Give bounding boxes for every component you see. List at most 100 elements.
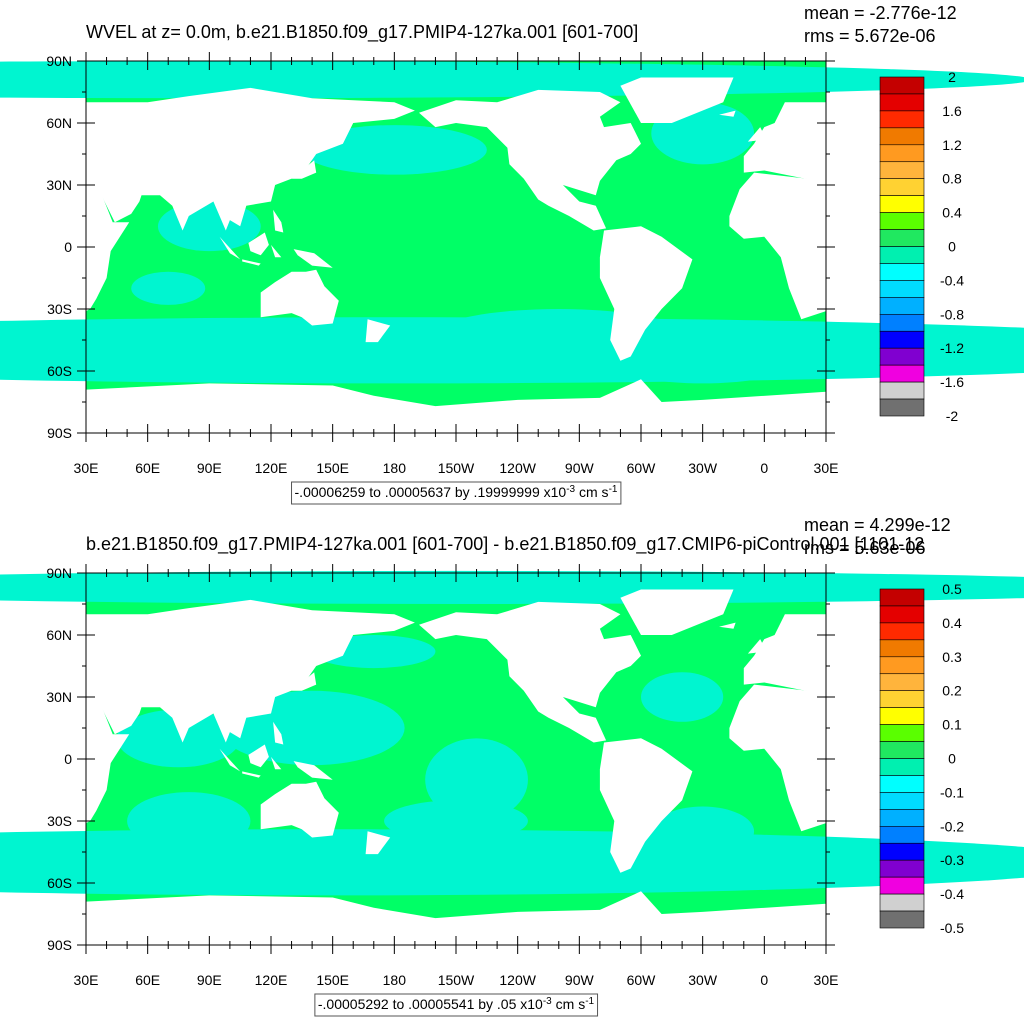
colorbar-label: 2 <box>948 69 956 85</box>
map <box>0 564 1024 954</box>
colorbar-label: -0.2 <box>940 818 964 834</box>
panel: b.e21.B1850.f09_g17.PMIP4-127ka.001 [601… <box>0 515 1024 1017</box>
colorbar-box <box>879 93 925 112</box>
lon-label: 60E <box>135 460 160 476</box>
caption-part: -3 <box>566 484 575 495</box>
colorbar-box <box>879 178 925 196</box>
cyan-region <box>0 570 1024 604</box>
rms-stat: rms = 5.63e-06 <box>804 538 926 558</box>
colorbar-label: -0.4 <box>940 272 964 288</box>
lat-label: 0 <box>64 239 72 255</box>
lon-label: 150E <box>316 460 349 476</box>
lon-label: 150W <box>438 972 475 988</box>
cyan-region <box>301 125 487 175</box>
lat-label: 0 <box>64 751 72 767</box>
colorbar-box <box>879 280 925 298</box>
colorbar-label: 0 <box>948 239 956 255</box>
map <box>0 52 1024 442</box>
colorbar-box <box>879 673 925 692</box>
colorbar-box <box>879 110 925 129</box>
cyan-region <box>127 792 251 850</box>
colorbar-box <box>879 246 925 264</box>
colorbar-box <box>879 724 925 742</box>
colorbar-box <box>879 263 925 281</box>
cyan-region <box>131 271 206 305</box>
colorbar-box <box>879 876 925 895</box>
colorbar-box <box>879 825 925 844</box>
lon-label: 150E <box>316 972 349 988</box>
lon-label: 120E <box>255 972 288 988</box>
colorbar-box <box>879 76 925 95</box>
lon-label: 30W <box>688 460 718 476</box>
lon-label: 60E <box>135 972 160 988</box>
cyan-region <box>384 800 528 842</box>
lon-label: 30E <box>74 460 99 476</box>
colorbar-box <box>879 758 925 776</box>
lon-label: 120W <box>499 460 536 476</box>
colorbar-label: 0.5 <box>942 581 962 597</box>
cyan-region <box>0 829 1024 896</box>
caption-box <box>291 481 622 505</box>
lat-label: 60N <box>46 627 72 643</box>
title: b.e21.B1850.f09_g17.PMIP4-127ka.001 [601… <box>86 534 924 555</box>
colorbar-label: 0.4 <box>942 205 962 221</box>
colorbar-box <box>879 144 925 163</box>
lon-label: 60W <box>627 460 657 476</box>
colorbar-label: 0.1 <box>942 717 962 733</box>
colorbar-label: 1.2 <box>942 137 962 153</box>
colorbar-box <box>879 707 925 725</box>
panel: WVEL at z= 0.0m, b.e21.B1850.f09_g17.PMI… <box>0 3 1024 505</box>
colorbar-label: -0.1 <box>940 784 964 800</box>
colorbar-box <box>879 398 925 417</box>
colorbar-box <box>879 910 925 929</box>
lat-label: 60N <box>46 115 72 131</box>
colorbar-box <box>879 347 925 366</box>
colorbar-label: -0.4 <box>940 886 964 902</box>
lon-label: 60W <box>627 972 657 988</box>
rms-stat: rms = 5.672e-06 <box>804 26 936 46</box>
caption-part: cm s <box>552 996 585 1012</box>
cyan-region <box>620 350 785 384</box>
cyan-region <box>0 61 1024 99</box>
lat-label: 90S <box>47 937 72 953</box>
lon-label: 30E <box>814 460 839 476</box>
caption-part: -1 <box>609 484 618 495</box>
lon-label: 30E <box>74 972 99 988</box>
colorbar-box <box>879 690 925 708</box>
colorbar-label: -0.8 <box>940 306 964 322</box>
colorbar-box <box>879 775 925 793</box>
colorbar-box <box>879 605 925 624</box>
lon-label: 0 <box>760 460 768 476</box>
mean-stat: mean = 4.299e-12 <box>804 515 951 535</box>
colorbar-box <box>879 622 925 641</box>
colorbar-box <box>879 297 925 315</box>
lat-label: 90S <box>47 425 72 441</box>
lat-label: 30S <box>47 813 72 829</box>
colorbar-box <box>879 330 925 349</box>
colorbar-label: 1.6 <box>942 103 962 119</box>
colorbar-label: 0.3 <box>942 649 962 665</box>
cyan-region <box>425 738 528 821</box>
colorbar-label: 0.8 <box>942 171 962 187</box>
colorbar-box <box>879 842 925 861</box>
lon-label: 180 <box>383 460 407 476</box>
colorbar-label: -1.2 <box>940 340 964 356</box>
lon-label: 120E <box>255 460 288 476</box>
colorbar-label: 0 <box>948 751 956 767</box>
colorbar-box <box>879 381 925 400</box>
colorbar-box <box>879 229 925 247</box>
caption-part: cm s <box>575 484 608 500</box>
colorbar-box <box>879 212 925 230</box>
lat-label: 30S <box>47 301 72 317</box>
lat-label: 60S <box>47 875 72 891</box>
colorbar-box <box>879 809 925 827</box>
lon-label: 150W <box>438 460 475 476</box>
lon-label: 30E <box>814 972 839 988</box>
title: WVEL at z= 0.0m, b.e21.B1850.f09_g17.PMI… <box>86 22 638 43</box>
colorbar-label: -0.5 <box>940 920 964 936</box>
lat-label: 90N <box>46 565 72 581</box>
lon-label: 90E <box>197 972 222 988</box>
colorbar-label: 0.4 <box>942 615 962 631</box>
colorbar-box <box>879 195 925 213</box>
